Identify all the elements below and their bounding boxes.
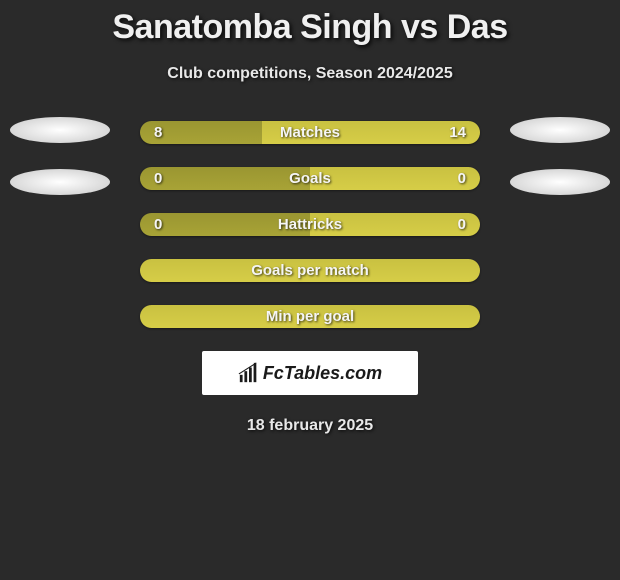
stat-value-right: 14 <box>449 121 466 144</box>
page-subtitle: Club competitions, Season 2024/2025 <box>0 65 620 83</box>
team-badge-right <box>510 169 610 195</box>
brand-box: FcTables.com <box>202 351 418 395</box>
stat-label: Matches <box>140 121 480 144</box>
team-badge-right <box>510 117 610 143</box>
stat-value-right: 0 <box>458 167 466 190</box>
stat-label: Min per goal <box>140 305 480 328</box>
team-badge-left <box>10 117 110 143</box>
left-badge-column <box>10 117 110 221</box>
team-badge-left <box>10 169 110 195</box>
bar-chart-icon <box>238 362 260 384</box>
stat-label: Goals per match <box>140 259 480 282</box>
stat-label: Goals <box>140 167 480 190</box>
stat-bars: 8 Matches 14 0 Goals 0 0 Hattricks 0 G <box>140 121 480 328</box>
stat-row-goals: 0 Goals 0 <box>140 167 480 190</box>
date-line: 18 february 2025 <box>0 417 620 435</box>
stat-row-matches: 8 Matches 14 <box>140 121 480 144</box>
stat-row-min-per-goal: Min per goal <box>140 305 480 328</box>
right-badge-column <box>510 117 610 221</box>
stats-area: 8 Matches 14 0 Goals 0 0 Hattricks 0 G <box>0 121 620 328</box>
stat-row-goals-per-match: Goals per match <box>140 259 480 282</box>
stat-label: Hattricks <box>140 213 480 236</box>
stat-value-right: 0 <box>458 213 466 236</box>
brand-text: FcTables.com <box>263 363 382 384</box>
brand-inner: FcTables.com <box>238 362 382 384</box>
comparison-infographic: Sanatomba Singh vs Das Club competitions… <box>0 0 620 435</box>
stat-row-hattricks: 0 Hattricks 0 <box>140 213 480 236</box>
page-title: Sanatomba Singh vs Das <box>0 8 620 47</box>
